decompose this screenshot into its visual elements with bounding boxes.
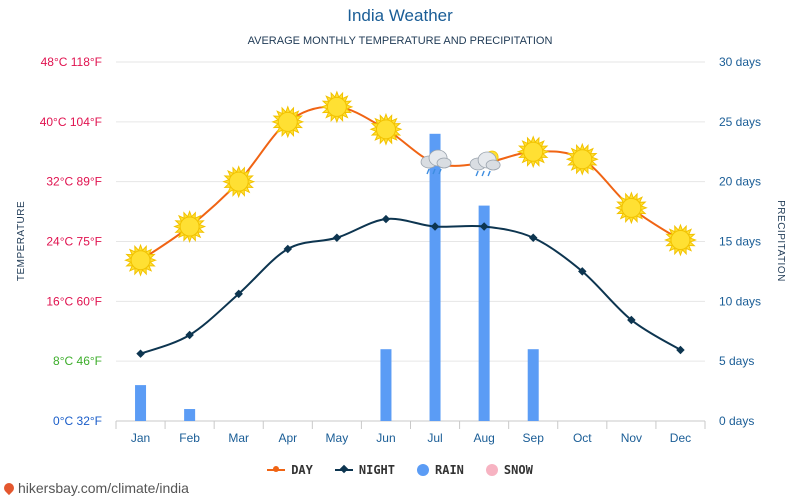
legend-item-snow[interactable]: SNOW — [485, 463, 533, 477]
rain-bar — [380, 349, 392, 421]
chart-subtitle: AVERAGE MONTHLY TEMPERATURE AND PRECIPIT… — [247, 35, 553, 47]
rain-bar — [429, 133, 441, 422]
cloud-part — [436, 157, 452, 169]
chart-legend: DAY NIGHT RAIN SNOW — [0, 463, 800, 477]
sun-icon — [565, 142, 599, 176]
source-text: hikersbay.com/climate/india — [18, 480, 189, 496]
x-tick-label: Jul — [427, 431, 442, 445]
y-tick-label-right: 0 days — [719, 414, 754, 428]
raindrop — [481, 170, 485, 177]
x-tick-label: Jan — [131, 431, 150, 445]
sun-icon — [271, 105, 305, 139]
legend-night-swatch — [334, 469, 353, 471]
x-tick-label: Aug — [473, 431, 494, 445]
sun-icon — [516, 135, 550, 169]
sun-core — [375, 119, 396, 140]
y-tick-label-left: 48°C 118°F — [41, 55, 102, 69]
night-point — [136, 349, 145, 358]
y-tick-label-left: 32°C 89°F — [46, 175, 102, 189]
raindrop — [426, 168, 430, 175]
sun-core — [326, 96, 347, 117]
chart-title: India Weather — [347, 6, 453, 25]
y-tick-label-right: 25 days — [719, 115, 761, 129]
y-tick-label-right: 30 days — [719, 55, 761, 69]
sun-core — [621, 197, 642, 218]
legend-rain-label: RAIN — [435, 463, 464, 477]
sun-icon — [614, 191, 648, 225]
night-point — [578, 267, 587, 276]
legend-day-swatch — [267, 466, 286, 472]
y-axis-title-left: TEMPERATURE — [16, 201, 27, 281]
rain-bar — [184, 409, 196, 421]
cloud-sun-rain-icon — [469, 150, 501, 177]
legend-snow-swatch — [485, 464, 498, 476]
y-tick-label-right: 20 days — [719, 175, 761, 189]
y-tick-label-right: 10 days — [719, 294, 761, 308]
sun-icon — [124, 243, 157, 277]
y-tick-label-left: 0°C 32°F — [53, 414, 102, 428]
night-point — [234, 289, 243, 299]
rain-bar — [478, 205, 490, 421]
legend-item-day[interactable]: DAY — [267, 463, 313, 477]
x-tick-label: Feb — [179, 431, 200, 445]
sun-icon — [222, 165, 256, 199]
location-pin-icon — [1, 480, 17, 496]
x-tick-label: Jun — [376, 431, 395, 445]
night-point — [381, 214, 391, 224]
sun-core — [670, 230, 691, 251]
sun-icon — [320, 90, 354, 124]
source-link[interactable]: hikersbay.com/climate/india — [1, 480, 189, 496]
raindrop — [475, 170, 479, 177]
x-tick-label: Mar — [228, 431, 249, 445]
sun-icon — [173, 210, 207, 243]
x-tick-label: May — [326, 431, 349, 445]
sun-core — [130, 250, 151, 271]
x-tick-label: Sep — [523, 431, 545, 445]
sun-core — [228, 171, 249, 192]
legend-item-night[interactable]: NIGHT — [334, 463, 395, 477]
x-tick-label: Apr — [278, 431, 297, 445]
night-point — [430, 222, 440, 231]
legend-day-label: DAY — [291, 463, 313, 477]
sun-icon — [369, 112, 403, 146]
x-tick-label: Nov — [621, 431, 642, 445]
y-tick-label-left: 8°C 46°F — [53, 354, 102, 368]
sun-core — [179, 216, 200, 237]
x-tick-label: Dec — [670, 431, 691, 445]
night-point — [185, 330, 194, 340]
night-point — [676, 345, 685, 355]
cloud-part — [485, 159, 501, 171]
night-point — [283, 244, 293, 254]
day-line — [139, 105, 682, 262]
cloud-rain-icon — [420, 149, 452, 175]
rain-bar — [135, 385, 147, 421]
y-axis-title-right: PRECIPITATION — [775, 200, 786, 282]
legend-night-label: NIGHT — [358, 463, 395, 477]
night-point — [332, 233, 342, 243]
sun-core — [523, 141, 544, 162]
raindrop — [438, 168, 442, 175]
y-tick-label-right: 15 days — [719, 235, 761, 249]
raindrop — [432, 168, 436, 175]
night-point — [627, 315, 636, 325]
raindrop — [487, 170, 491, 177]
legend-snow-label: SNOW — [503, 463, 533, 477]
sun-core — [277, 111, 298, 132]
y-tick-label-left: 40°C 104°F — [40, 115, 102, 129]
night-point — [528, 233, 538, 243]
night-point — [479, 222, 489, 231]
y-tick-label-right: 5 days — [719, 354, 754, 368]
weather-chart: 0°C 32°F 8°C 46°F 16°C 60°F 24°C 75°F 32°C 8… — [16, 55, 786, 445]
legend-rain-swatch — [417, 464, 429, 476]
y-tick-label-left: 16°C 60°F — [46, 294, 102, 308]
x-tick-label: Oct — [573, 431, 592, 445]
y-tick-label-left: 24°C 75°F — [46, 235, 102, 249]
sun-core — [572, 149, 593, 170]
rain-bar — [527, 349, 539, 421]
sun-icon — [664, 223, 697, 257]
night-line — [140, 217, 681, 355]
legend-item-rain[interactable]: RAIN — [417, 463, 464, 477]
